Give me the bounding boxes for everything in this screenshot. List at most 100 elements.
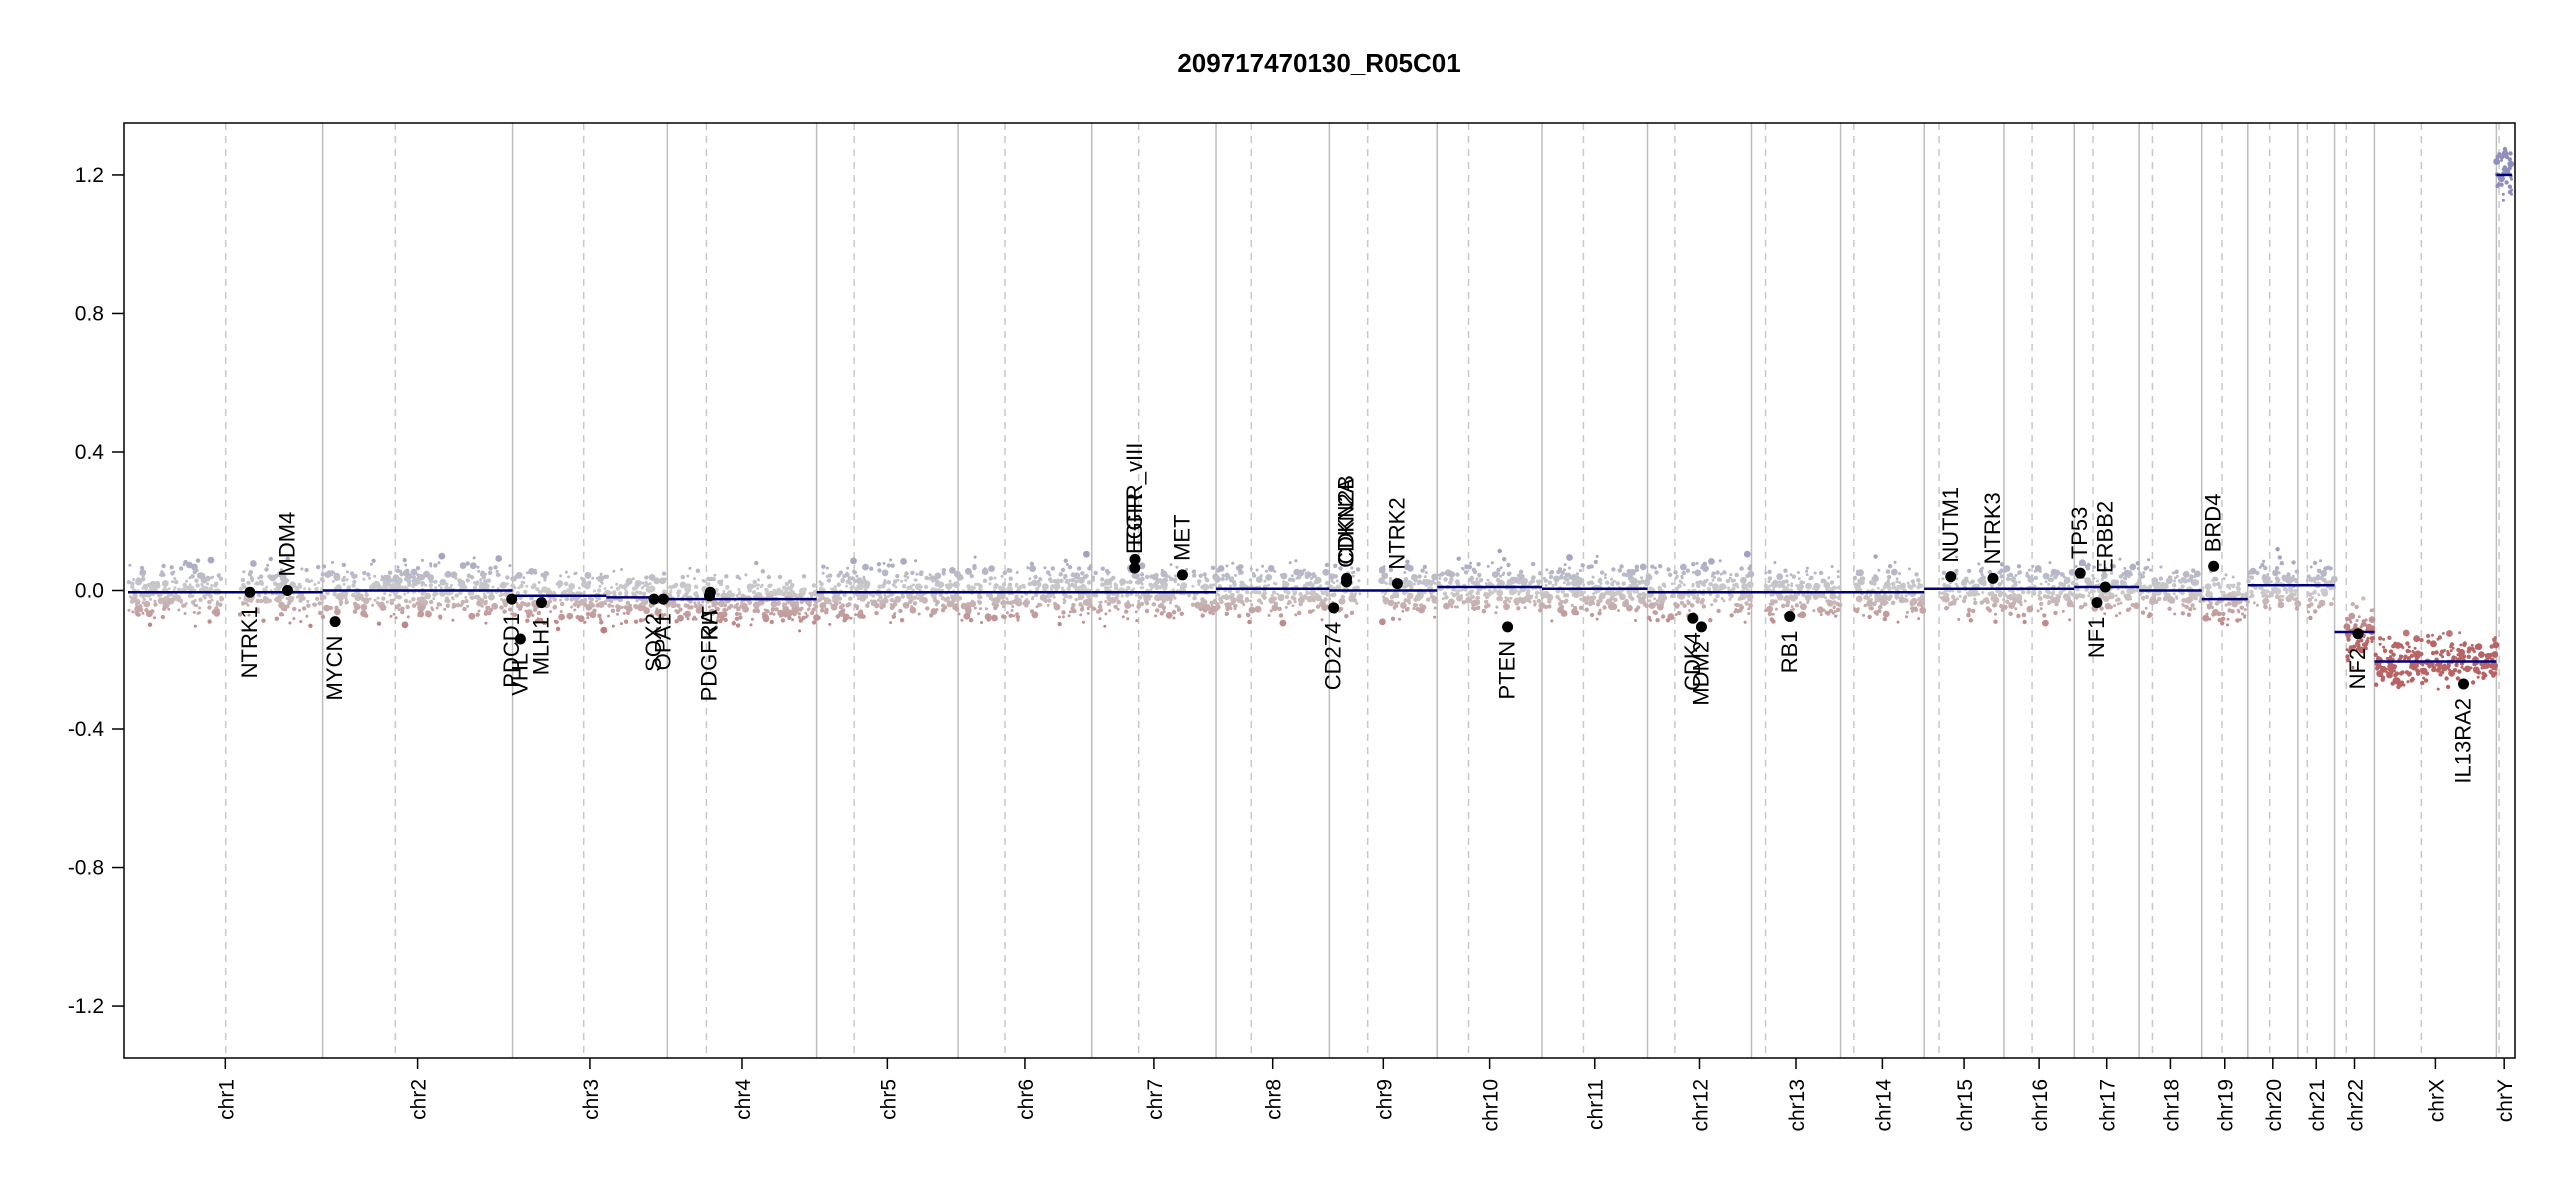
probe-point xyxy=(1403,598,1408,603)
probe-point xyxy=(502,609,507,614)
probe-point xyxy=(2268,606,2272,610)
probe-point xyxy=(1502,557,1507,562)
probe-point xyxy=(138,607,144,613)
probe-point xyxy=(799,594,804,599)
probe-point xyxy=(1053,603,1061,611)
probe-point xyxy=(282,605,286,608)
probe-point xyxy=(417,605,421,609)
probe-point xyxy=(240,577,246,583)
probe-point xyxy=(1140,576,1145,582)
probe-point xyxy=(1279,619,1287,627)
probe-point xyxy=(1179,611,1185,616)
probe-point xyxy=(2026,589,2031,595)
probe-point xyxy=(371,603,375,607)
gene-dot xyxy=(281,585,293,596)
probe-point xyxy=(1746,581,1754,588)
probe-point xyxy=(294,585,299,590)
probe-point xyxy=(1244,590,1250,595)
probe-point xyxy=(2049,574,2053,578)
probe-point xyxy=(1398,617,1402,621)
probe-point xyxy=(1279,573,1283,577)
probe-point xyxy=(725,586,729,590)
probe-point xyxy=(2353,623,2358,628)
probe-point xyxy=(2426,639,2431,644)
probe-point xyxy=(1351,571,1354,575)
probe-point xyxy=(393,592,396,596)
probe-point xyxy=(1238,571,1242,575)
probe-point xyxy=(1834,586,1838,590)
probe-point xyxy=(167,607,171,611)
probe-point xyxy=(891,614,896,619)
probe-point xyxy=(1381,572,1389,580)
probe-point xyxy=(595,603,600,608)
chromosome-label: chr9 xyxy=(1373,1079,1396,1120)
probe-point xyxy=(1501,573,1505,577)
probe-point xyxy=(1771,593,1775,597)
probe-point xyxy=(157,597,165,605)
probe-point xyxy=(1324,580,1330,586)
probe-point xyxy=(2231,575,2235,579)
probe-point xyxy=(2446,630,2453,637)
probe-point xyxy=(787,579,793,584)
probe-point xyxy=(388,593,392,597)
probe-point xyxy=(1389,576,1392,580)
probe-point xyxy=(1328,597,1332,601)
probe-point xyxy=(1165,611,1173,619)
probe-point xyxy=(420,575,426,580)
probe-point xyxy=(1484,582,1488,585)
probe-point xyxy=(1826,599,1831,604)
probe-point xyxy=(1747,612,1751,615)
probe-point xyxy=(563,581,569,586)
probe-point xyxy=(1070,577,1076,583)
probe-point xyxy=(136,612,141,617)
probe-point xyxy=(1023,585,1026,589)
probe-point xyxy=(558,613,565,621)
probe-point xyxy=(266,563,270,567)
probe-point xyxy=(1149,588,1153,592)
probe-point xyxy=(808,591,812,595)
probe-point xyxy=(2399,680,2405,685)
probe-point xyxy=(259,598,264,604)
probe-point xyxy=(2205,612,2209,616)
probe-point xyxy=(1599,570,1605,575)
probe-point xyxy=(1310,583,1315,588)
probe-point xyxy=(308,623,313,628)
probe-point xyxy=(1001,582,1007,587)
probe-point xyxy=(2264,594,2270,599)
probe-point xyxy=(1719,572,1723,576)
probe-point xyxy=(1694,569,1702,577)
probe-point xyxy=(2015,593,2023,601)
probe-point xyxy=(1270,594,1274,597)
probe-point xyxy=(564,570,568,574)
probe-point xyxy=(1722,599,1726,603)
probe-point xyxy=(2501,192,2505,196)
probe-point xyxy=(138,578,144,583)
probe-point xyxy=(1143,594,1150,602)
probe-point xyxy=(2100,577,2104,581)
probe-point xyxy=(2068,618,2072,622)
probe-point xyxy=(1898,572,1901,575)
probe-point xyxy=(2092,576,2096,580)
probe-point xyxy=(2323,580,2329,585)
probe-point xyxy=(559,610,563,614)
probe-point xyxy=(1680,563,1687,571)
probe-point xyxy=(1071,602,1076,608)
probe-point xyxy=(536,610,542,616)
probe-point xyxy=(2501,150,2509,157)
probe-point xyxy=(1469,561,1473,565)
probe-point xyxy=(2444,676,2449,681)
probe-point xyxy=(883,593,887,597)
probe-point xyxy=(1799,584,1805,589)
probe-point xyxy=(994,605,998,609)
probe-point xyxy=(2501,198,2505,202)
probe-point xyxy=(1686,600,1691,606)
probe-point xyxy=(941,568,946,573)
probe-point xyxy=(1031,580,1036,585)
probe-point xyxy=(1713,576,1716,579)
probe-point xyxy=(153,602,158,607)
probe-point xyxy=(1869,606,1874,611)
probe-point xyxy=(1548,571,1552,575)
probe-point xyxy=(2138,576,2142,580)
probe-point xyxy=(784,581,790,587)
